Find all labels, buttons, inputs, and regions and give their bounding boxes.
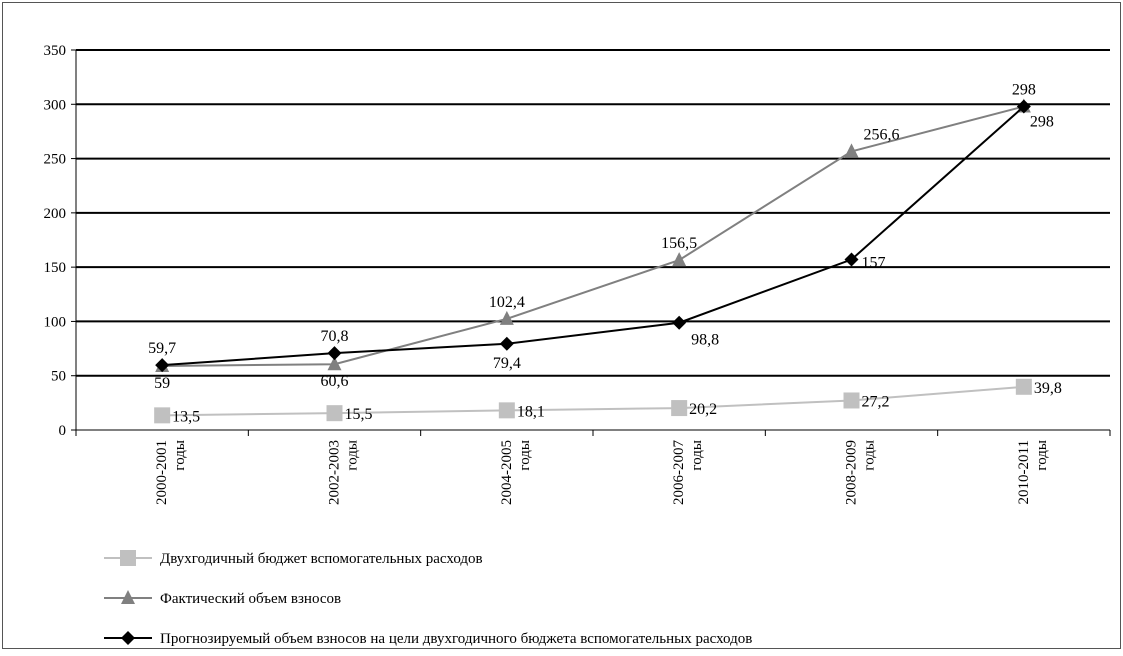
data-label: 60,6 [321,373,349,390]
data-point-triangle [327,356,342,371]
data-label: 59 [154,375,170,392]
data-label-layer: 13,5 15,5 18,1 20,2 27,2 39,8 59 60,6 102,4 156,5… [148,81,1062,425]
series-line-1 [162,385,1024,417]
x-tick-label-line: годы [345,440,361,471]
x-tick-label-line: годы [862,440,878,471]
data-point-triangle [844,143,859,158]
x-tick-label: 2002-2003 годы [327,440,361,505]
x-tick-label-line: 2000-2001 [154,440,170,505]
x-tick-label-line: годы [172,440,188,471]
data-label: 102,4 [489,294,525,311]
y-tick-label: 100 [44,314,67,330]
data-point-diamond [499,336,514,351]
y-tick-label: 250 [44,152,67,168]
data-label: 298 [1012,81,1036,98]
legend-label: Фактический объем взносов [160,591,341,607]
y-tick-label: 0 [59,423,67,439]
data-label: 59,7 [148,340,176,357]
legend: Двухгодичный бюджет вспомогательных расх… [104,550,752,647]
data-label: 70,8 [321,328,349,345]
y-tick-label: 200 [44,206,67,222]
x-tick-label-line: 2004-2005 [499,440,515,505]
data-point-diamond [672,315,687,330]
data-point-triangle [499,310,514,325]
data-point-diamond [155,358,170,373]
x-tick-label-line: 2010-2011 [1016,440,1032,504]
data-label: 27,2 [862,393,890,410]
x-tick-label-line: годы [1034,440,1050,471]
data-point-square [671,400,688,417]
data-point-triangle [672,252,687,267]
y-tick-label: 150 [44,260,67,276]
x-tick-label-line: 2008-2009 [844,440,860,505]
legend-marker-triangle [121,590,135,604]
y-tick-label: 50 [51,369,66,385]
x-tick-label: 2000-2001 годы [154,440,188,505]
data-point-square [498,402,515,419]
series-layer [154,98,1032,424]
data-point-diamond [1016,99,1031,114]
y-axis-ticks: 0 50 100 150 200 250 300 350 [44,43,76,439]
data-label: 15,5 [345,406,373,423]
data-point-square [154,407,171,424]
legend-label: Прогнозируемый объем взносов на цели дву… [160,631,752,647]
data-label: 256,6 [864,126,900,143]
series-line-3 [162,105,1025,367]
grid-lines [76,49,1110,377]
x-tick-label-line: годы [689,440,705,471]
x-tick-label: 2008-2009 годы [844,440,878,505]
data-point-diamond [844,252,859,267]
y-tick-label: 350 [44,43,67,59]
x-tick-label: 2004-2005 годы [499,440,533,505]
x-tick-label-line: 2002-2003 [327,440,343,505]
x-tick-label-line: годы [517,440,533,471]
data-label: 39,8 [1034,380,1062,397]
y-tick-label: 300 [44,97,67,113]
data-point-square [843,392,860,409]
series-line-2 [162,105,1025,367]
data-label: 98,8 [691,332,719,349]
legend-label: Двухгодичный бюджет вспомогательных расх… [160,551,483,567]
x-tick-label: 2006-2007 годы [671,440,705,505]
data-label: 13,5 [172,408,200,425]
data-label: 156,5 [661,235,697,252]
legend-marker-square [120,550,136,566]
data-label: 298 [1030,113,1054,130]
data-point-square [1015,378,1032,395]
legend-marker-diamond [121,631,135,645]
x-tick-label-line: 2006-2007 [671,440,687,505]
data-label: 157 [862,255,886,272]
data-label: 79,4 [493,355,521,372]
x-axis-ticks: 2000-2001 годы 2002-2003 годы 2004-2005 годы 2… [75,430,1111,505]
data-label: 18,1 [517,403,545,420]
data-point-square [326,405,343,422]
x-tick-label: 2010-2011 годы [1016,440,1050,504]
data-label: 20,2 [689,401,717,418]
data-point-diamond [327,346,342,361]
